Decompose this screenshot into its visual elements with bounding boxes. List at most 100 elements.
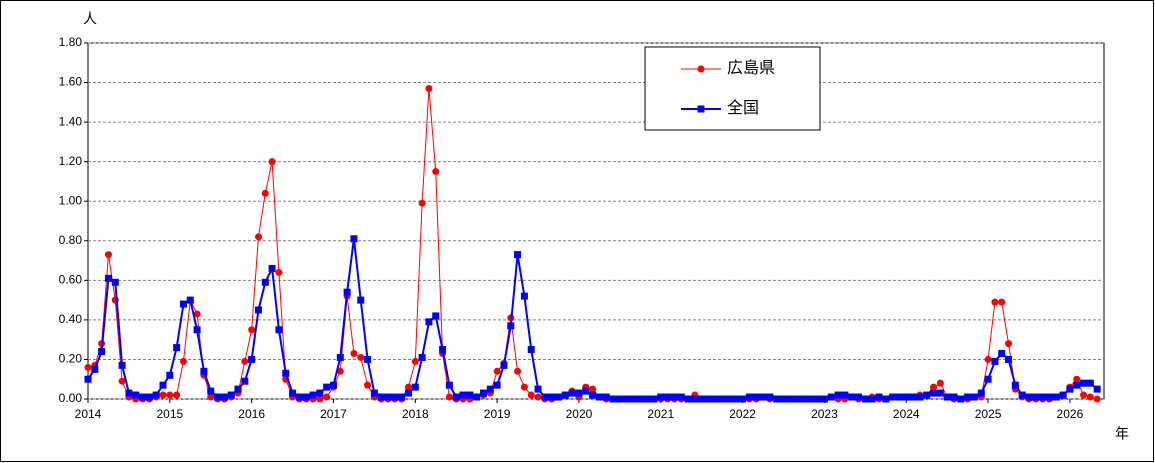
x-axis-label: 年: [1115, 426, 1129, 442]
marker: [1052, 393, 1060, 401]
marker: [1080, 391, 1088, 399]
marker: [991, 357, 999, 365]
marker: [166, 391, 174, 399]
marker: [350, 350, 358, 358]
marker: [1018, 391, 1026, 399]
marker: [902, 393, 910, 401]
y-tick-label: 1.20: [59, 154, 83, 168]
marker: [254, 233, 262, 241]
marker: [520, 383, 528, 391]
marker: [698, 395, 706, 403]
marker: [425, 84, 433, 92]
marker: [329, 381, 337, 389]
y-tick-label: 0.00: [59, 391, 83, 405]
marker: [786, 395, 794, 403]
marker: [459, 391, 467, 399]
x-tick-label: 2025: [975, 407, 1002, 421]
marker: [350, 235, 358, 243]
marker: [404, 383, 412, 391]
marker: [104, 274, 112, 282]
marker: [998, 350, 1006, 358]
marker: [98, 348, 106, 356]
x-tick-label: 2016: [238, 407, 265, 421]
marker: [241, 357, 249, 365]
marker: [923, 391, 931, 399]
marker: [261, 189, 269, 197]
marker: [391, 393, 399, 401]
marker: [766, 393, 774, 401]
marker: [493, 367, 501, 375]
marker: [261, 278, 269, 286]
marker: [418, 199, 426, 207]
marker: [173, 391, 181, 399]
marker: [984, 375, 992, 383]
marker: [882, 395, 890, 403]
marker: [173, 344, 181, 352]
marker: [609, 395, 617, 403]
marker: [936, 379, 944, 387]
x-tick-label: 2026: [1057, 407, 1084, 421]
marker: [664, 393, 672, 401]
marker: [595, 393, 603, 401]
marker: [145, 393, 153, 401]
marker: [861, 395, 869, 403]
marker: [200, 367, 208, 375]
marker: [432, 312, 440, 320]
marker: [814, 395, 822, 403]
marker: [139, 393, 147, 401]
marker: [411, 357, 419, 365]
marker: [643, 395, 651, 403]
marker: [445, 381, 453, 389]
legend-label: 全国: [727, 99, 759, 117]
marker: [991, 298, 999, 306]
marker: [1059, 391, 1067, 399]
marker: [780, 395, 788, 403]
marker: [848, 393, 856, 401]
marker: [554, 393, 562, 401]
marker: [1080, 379, 1088, 387]
marker: [418, 353, 426, 361]
x-tick-label: 2014: [75, 407, 102, 421]
marker: [589, 385, 597, 393]
y-tick-label: 1.40: [59, 114, 83, 128]
marker: [970, 393, 978, 401]
marker: [575, 389, 583, 397]
marker: [834, 391, 842, 399]
marker: [84, 363, 92, 371]
marker: [950, 393, 958, 401]
marker: [159, 381, 167, 389]
marker: [166, 371, 174, 379]
marker: [514, 251, 522, 259]
marker: [118, 361, 126, 369]
marker: [214, 393, 222, 401]
marker: [111, 278, 119, 286]
marker: [364, 355, 372, 363]
marker: [493, 381, 501, 389]
marker: [398, 393, 406, 401]
marker: [364, 381, 372, 389]
marker: [179, 300, 187, 308]
marker: [916, 393, 924, 401]
marker: [1032, 393, 1040, 401]
marker: [650, 395, 658, 403]
marker: [1005, 340, 1013, 348]
marker: [1093, 395, 1101, 403]
marker: [220, 393, 228, 401]
marker: [759, 393, 767, 401]
marker: [670, 393, 678, 401]
legend-box: [644, 46, 821, 131]
marker: [452, 393, 460, 401]
marker: [411, 383, 419, 391]
marker: [193, 310, 201, 318]
x-tick-label: 2024: [893, 407, 920, 421]
marker: [630, 395, 638, 403]
marker: [636, 395, 644, 403]
marker: [248, 355, 256, 363]
marker: [234, 385, 242, 393]
x-tick-label: 2021: [647, 407, 674, 421]
x-tick-label: 2023: [811, 407, 838, 421]
marker: [957, 395, 965, 403]
marker: [657, 393, 665, 401]
marker: [711, 395, 719, 403]
y-tick-label: 1.80: [59, 35, 83, 49]
